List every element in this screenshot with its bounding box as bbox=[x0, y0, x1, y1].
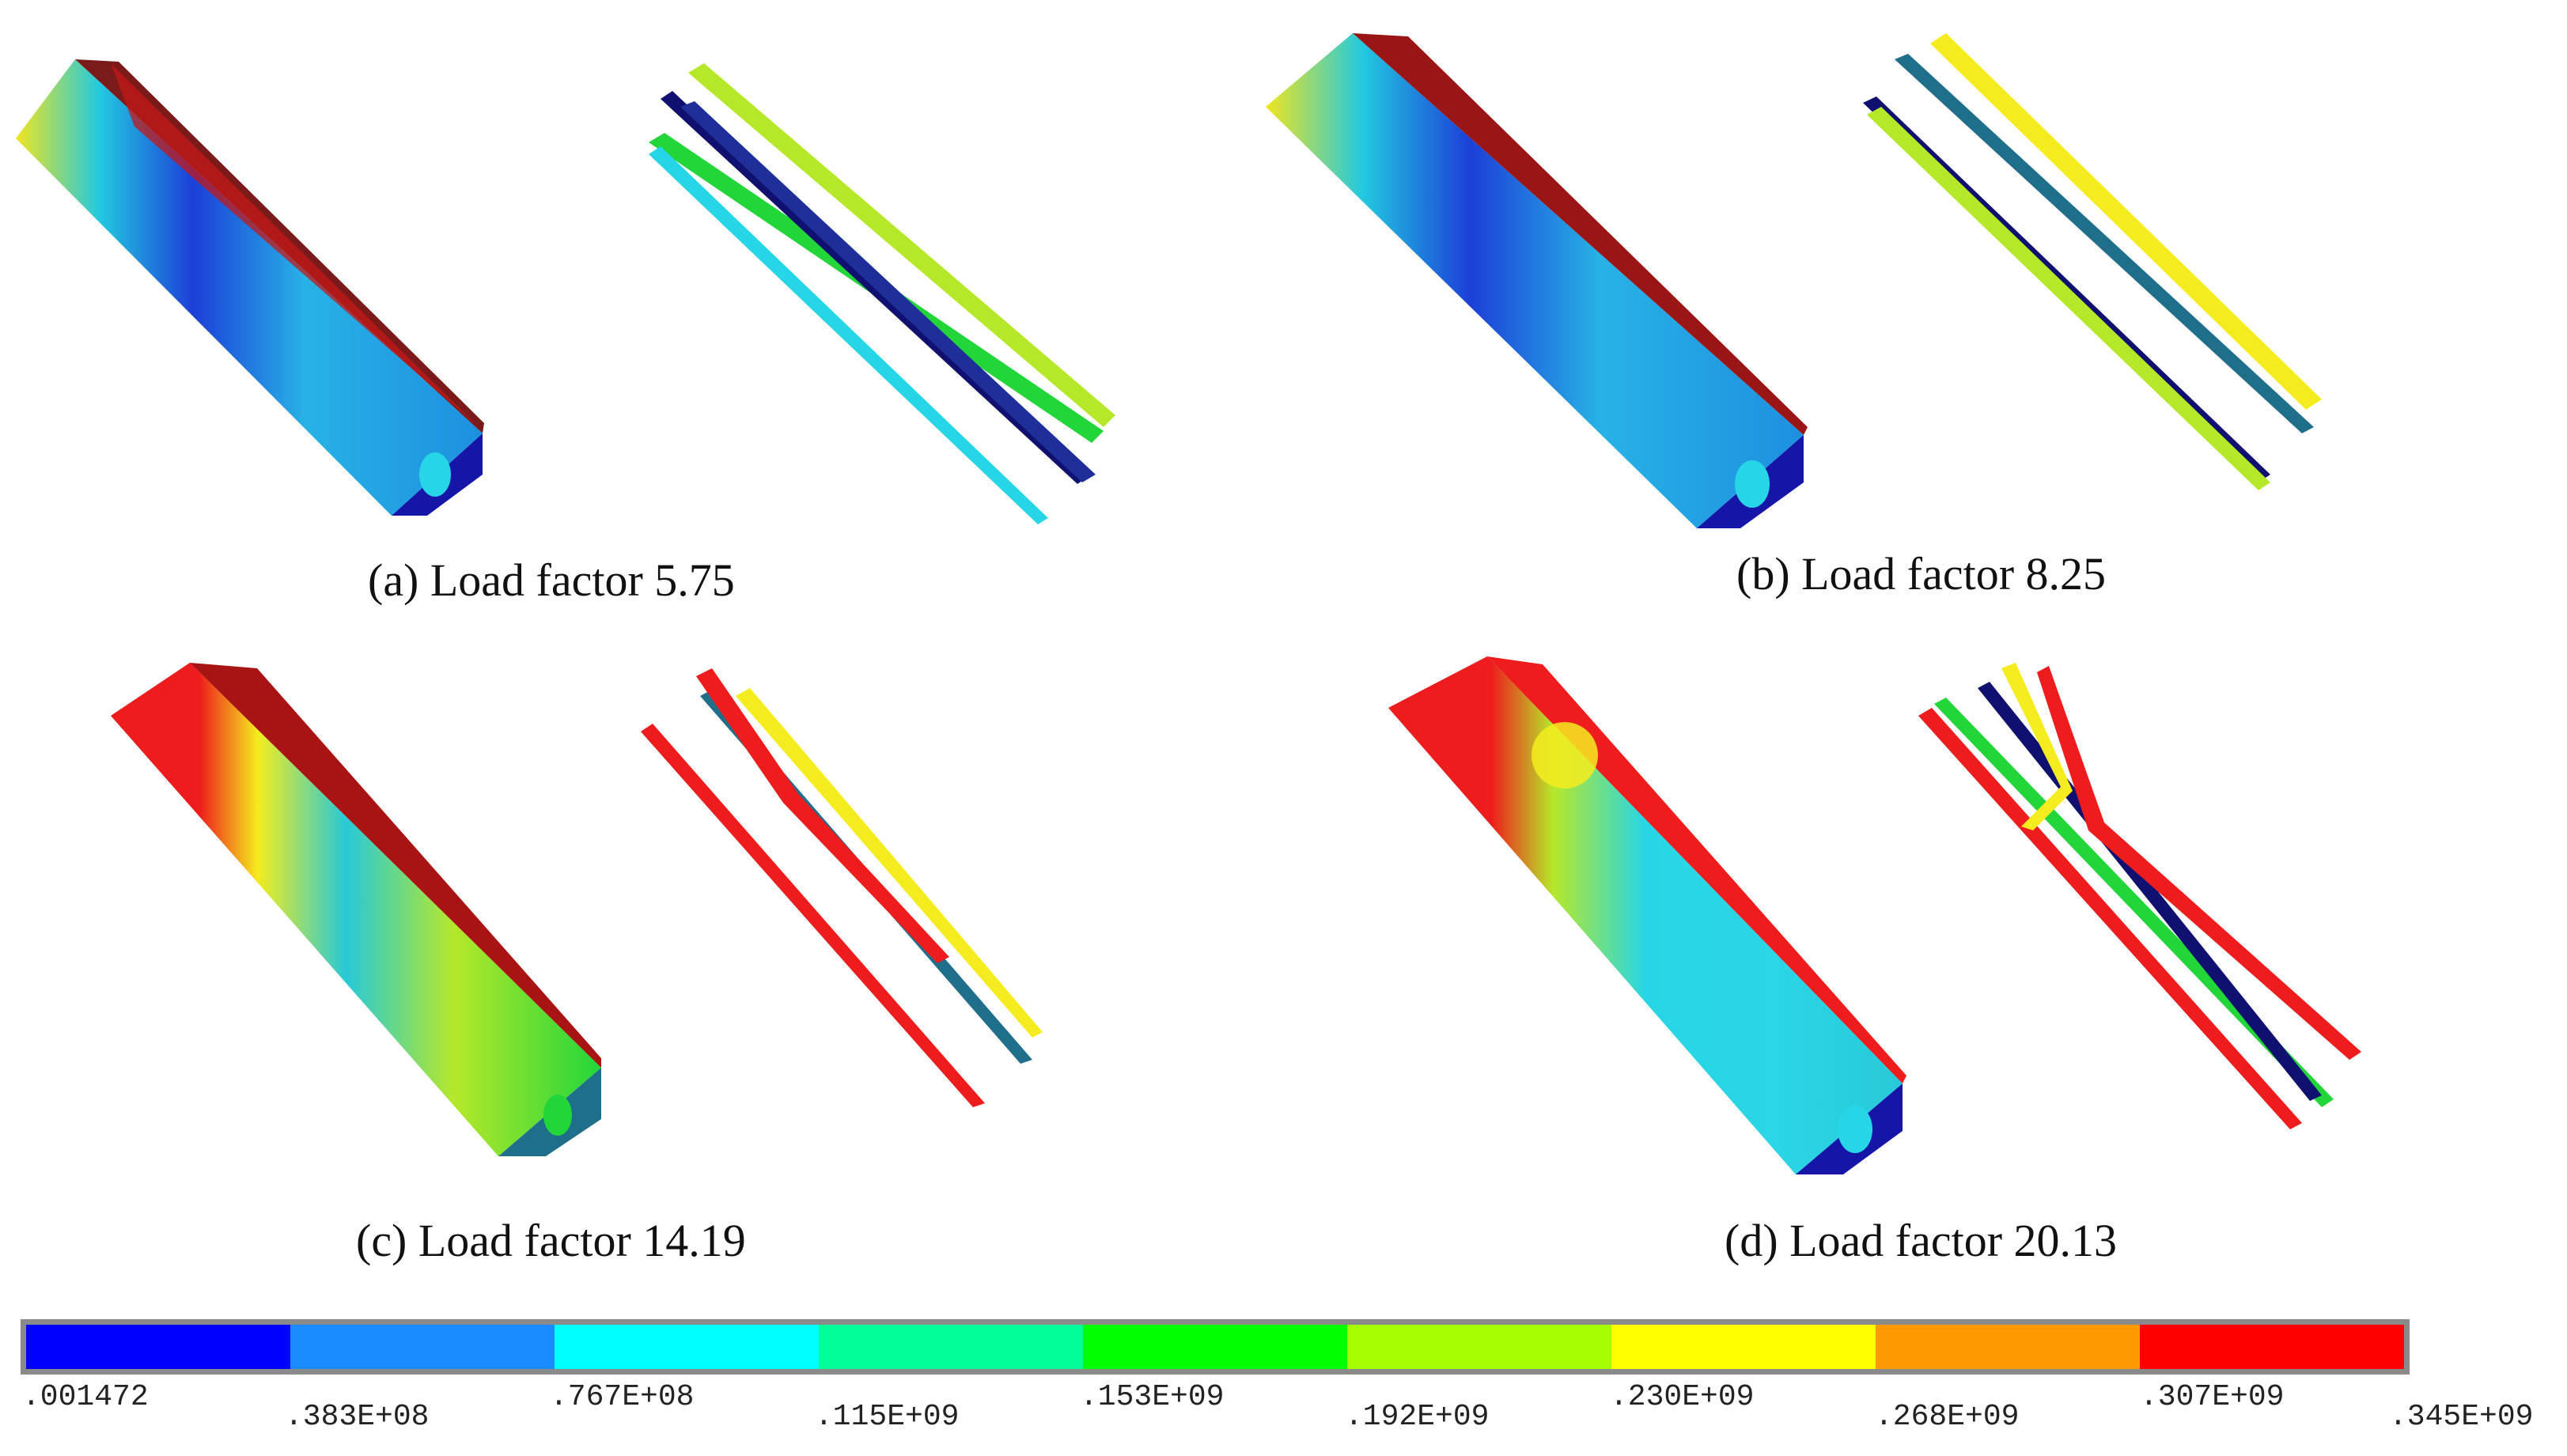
beam-b-plates bbox=[1863, 33, 2322, 490]
beam-a-full bbox=[16, 59, 484, 516]
beam-c-plates bbox=[641, 668, 1043, 1107]
legend-tick: .307E+09 bbox=[2140, 1380, 2285, 1414]
caption-d: (d) Load factor 20.13 bbox=[1725, 1215, 2118, 1266]
legend-swatch bbox=[1611, 1325, 1876, 1369]
legend-swatch bbox=[819, 1325, 1083, 1369]
legend-swatch bbox=[26, 1325, 290, 1369]
legend-tick: .001472 bbox=[22, 1380, 149, 1414]
beam-a-plates bbox=[649, 63, 1115, 524]
color-legend-bar bbox=[21, 1319, 2410, 1375]
caption-c: (c) Load factor 14.19 bbox=[356, 1215, 746, 1266]
legend-tick: .767E+08 bbox=[550, 1380, 695, 1414]
legend-tick: .192E+09 bbox=[1345, 1400, 1490, 1434]
legend-swatch bbox=[2140, 1325, 2404, 1369]
legend-swatch bbox=[1083, 1325, 1347, 1369]
legend-tick: .345E+09 bbox=[2389, 1400, 2534, 1434]
legend-tick: .383E+08 bbox=[285, 1400, 430, 1434]
caption-a: (a) Load factor 5.75 bbox=[368, 554, 735, 606]
beam-d-plates bbox=[1918, 663, 2361, 1129]
caption-b: (b) Load factor 8.25 bbox=[1736, 548, 2107, 599]
legend-tick: .153E+09 bbox=[1080, 1380, 1225, 1414]
legend-swatch bbox=[1876, 1325, 2140, 1369]
beam-d-full bbox=[1388, 656, 1906, 1174]
legend-tick: .230E+09 bbox=[1610, 1380, 1755, 1414]
legend-swatch bbox=[555, 1325, 819, 1369]
beam-b-full bbox=[1266, 33, 1808, 528]
legend-tick: .115E+09 bbox=[815, 1400, 960, 1434]
legend-swatch bbox=[1347, 1325, 1611, 1369]
legend-swatch bbox=[290, 1325, 555, 1369]
beam-c-full bbox=[111, 663, 601, 1156]
legend-tick: .268E+09 bbox=[1875, 1400, 2020, 1434]
